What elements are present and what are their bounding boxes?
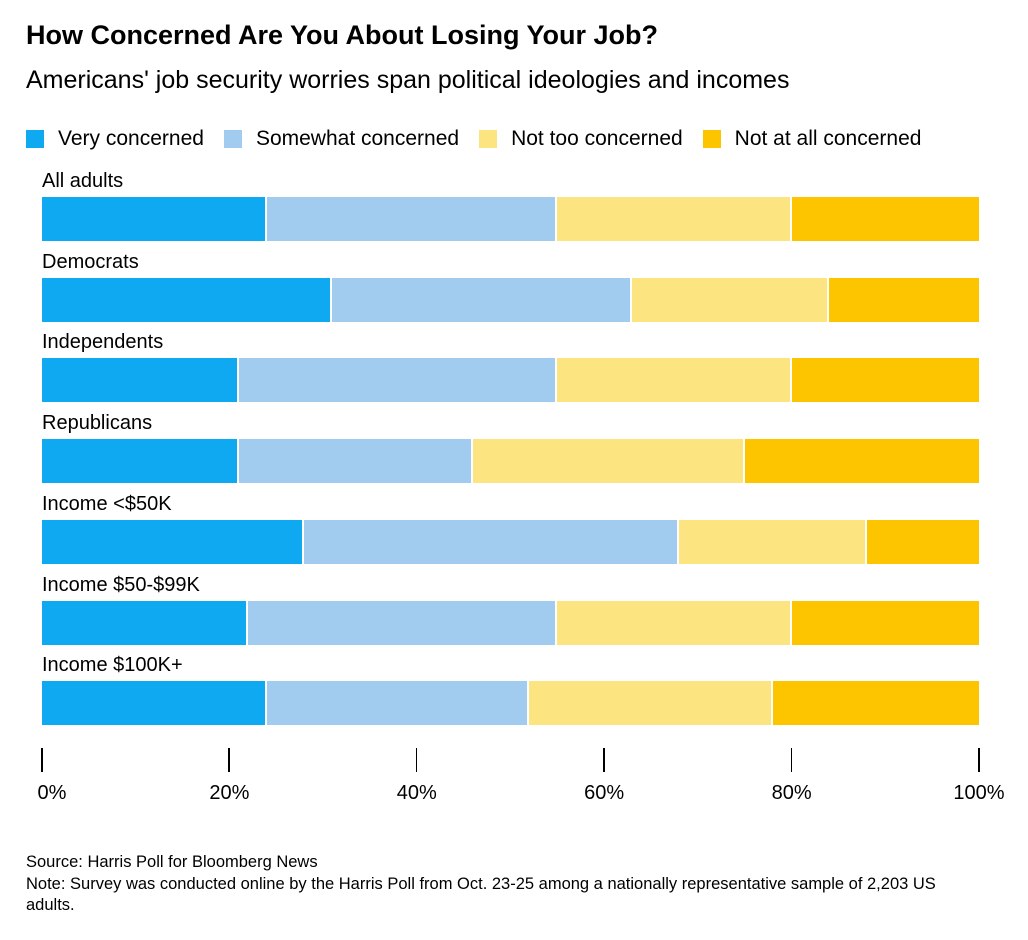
bar-segment [42,600,249,645]
legend: Very concerned Somewhat concerned Not too … [26,127,941,151]
legend-label: Very concerned [58,127,204,150]
bar-segment [332,277,633,322]
legend-item: Somewhat concerned [223,127,460,151]
x-tick [415,748,418,772]
source-note: Source: Harris Poll for Bloomberg News [26,853,318,871]
bar-segment [42,197,267,241]
bar-segment [42,439,239,484]
x-tick [978,748,980,772]
legend-swatch [479,130,498,148]
bar-segment [304,519,680,564]
bar-segment [248,600,558,645]
chart-subtitle: Americans' job security worries span pol… [26,66,790,94]
x-tick-label: 80% [771,782,812,804]
bar-segment [829,277,979,322]
plot-area: All adults Democrats Independents Republica… [38,170,1005,810]
bar-segment [679,519,867,564]
bar-segment [529,681,773,726]
x-tick [603,748,605,772]
x-tick-label: 0% [37,782,67,804]
row-label: Democrats [42,250,139,273]
bar-segment [473,439,745,484]
legend-label: Not too concerned [511,127,683,150]
survey-note: Note: Survey was conducted online by the… [26,875,936,914]
bar-segment [42,519,305,564]
legend-item: Not at all concerned [702,127,922,151]
legend-label: Not at all concerned [734,127,922,150]
legend-item: Not too concerned [479,127,683,151]
bar-segment [791,197,979,241]
row-label: All adults [42,170,124,192]
bar-segment [866,519,979,564]
row-label: Income $100K+ [42,654,183,677]
bar-segment [557,197,792,241]
bar-segment [266,681,530,726]
row-label: Independents [42,331,164,354]
x-tick [41,748,43,772]
bar-segment [791,358,979,403]
bar-segment [238,358,558,403]
x-tick [790,748,793,772]
row-label: Income $50-$99K [42,573,200,596]
bar-segment [632,277,830,322]
bar-segment [238,439,474,484]
bar-segment [557,600,792,645]
bar-segment [42,681,267,726]
x-tick-label: 60% [584,782,625,804]
legend-label: Somewhat concerned [255,127,460,150]
bar-segment [557,358,792,403]
x-tick-label: 100% [953,782,1005,804]
bar-segment [744,439,979,484]
bar-segment [42,277,333,322]
row-label: Republicans [42,412,153,435]
bar-segment [266,197,558,241]
legend-item: Very concerned [26,127,204,151]
x-tick [228,748,230,772]
legend-swatch [26,130,44,148]
x-tick-label: 40% [396,782,437,804]
chart-title: How Concerned Are You About Losing Your … [26,20,659,50]
row-label: Income <$50K [42,492,172,515]
bar-segment [42,358,239,403]
bar-segment [772,681,979,726]
bar-segment [791,600,979,645]
x-tick-label: 20% [209,782,250,804]
legend-swatch [223,130,242,148]
legend-swatch [702,130,721,148]
